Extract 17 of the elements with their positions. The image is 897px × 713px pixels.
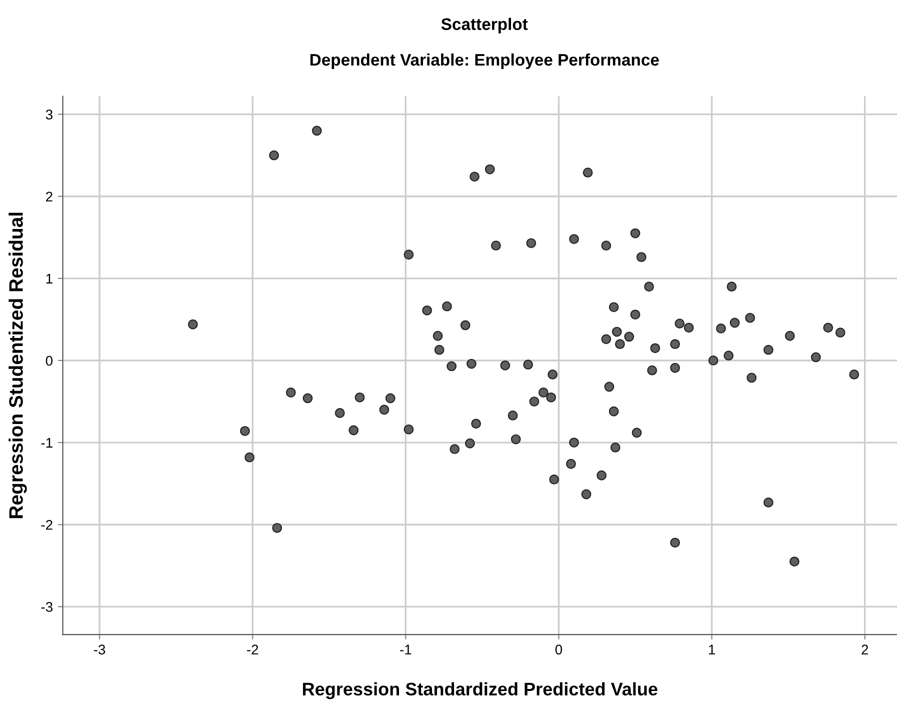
x-tick-label: -3	[94, 644, 106, 654]
x-tick-label: 1	[708, 644, 715, 654]
chart-subtitle: Dependent Variable: Employee Performance	[310, 53, 659, 70]
x-tick-label: -2	[247, 644, 258, 654]
y-tick-label: -1	[41, 438, 52, 448]
x-tick-label: 2	[862, 644, 868, 654]
y-axis-title: Regression Studentized Residual	[8, 212, 27, 518]
chart-title: Scatterplot	[441, 18, 528, 34]
y-tick-label: 3	[46, 110, 52, 120]
y-tick-label: 0	[46, 356, 53, 366]
x-tick-label: 0	[555, 644, 562, 654]
x-axis-title: Regression Standardized Predicted Value	[303, 682, 658, 700]
y-tick-label: 2	[46, 192, 52, 202]
y-tick-label: -3	[41, 602, 52, 612]
x-tick-label: -1	[400, 644, 412, 654]
y-tick-label: 1	[46, 274, 52, 284]
y-tick-label: -2	[41, 520, 52, 530]
